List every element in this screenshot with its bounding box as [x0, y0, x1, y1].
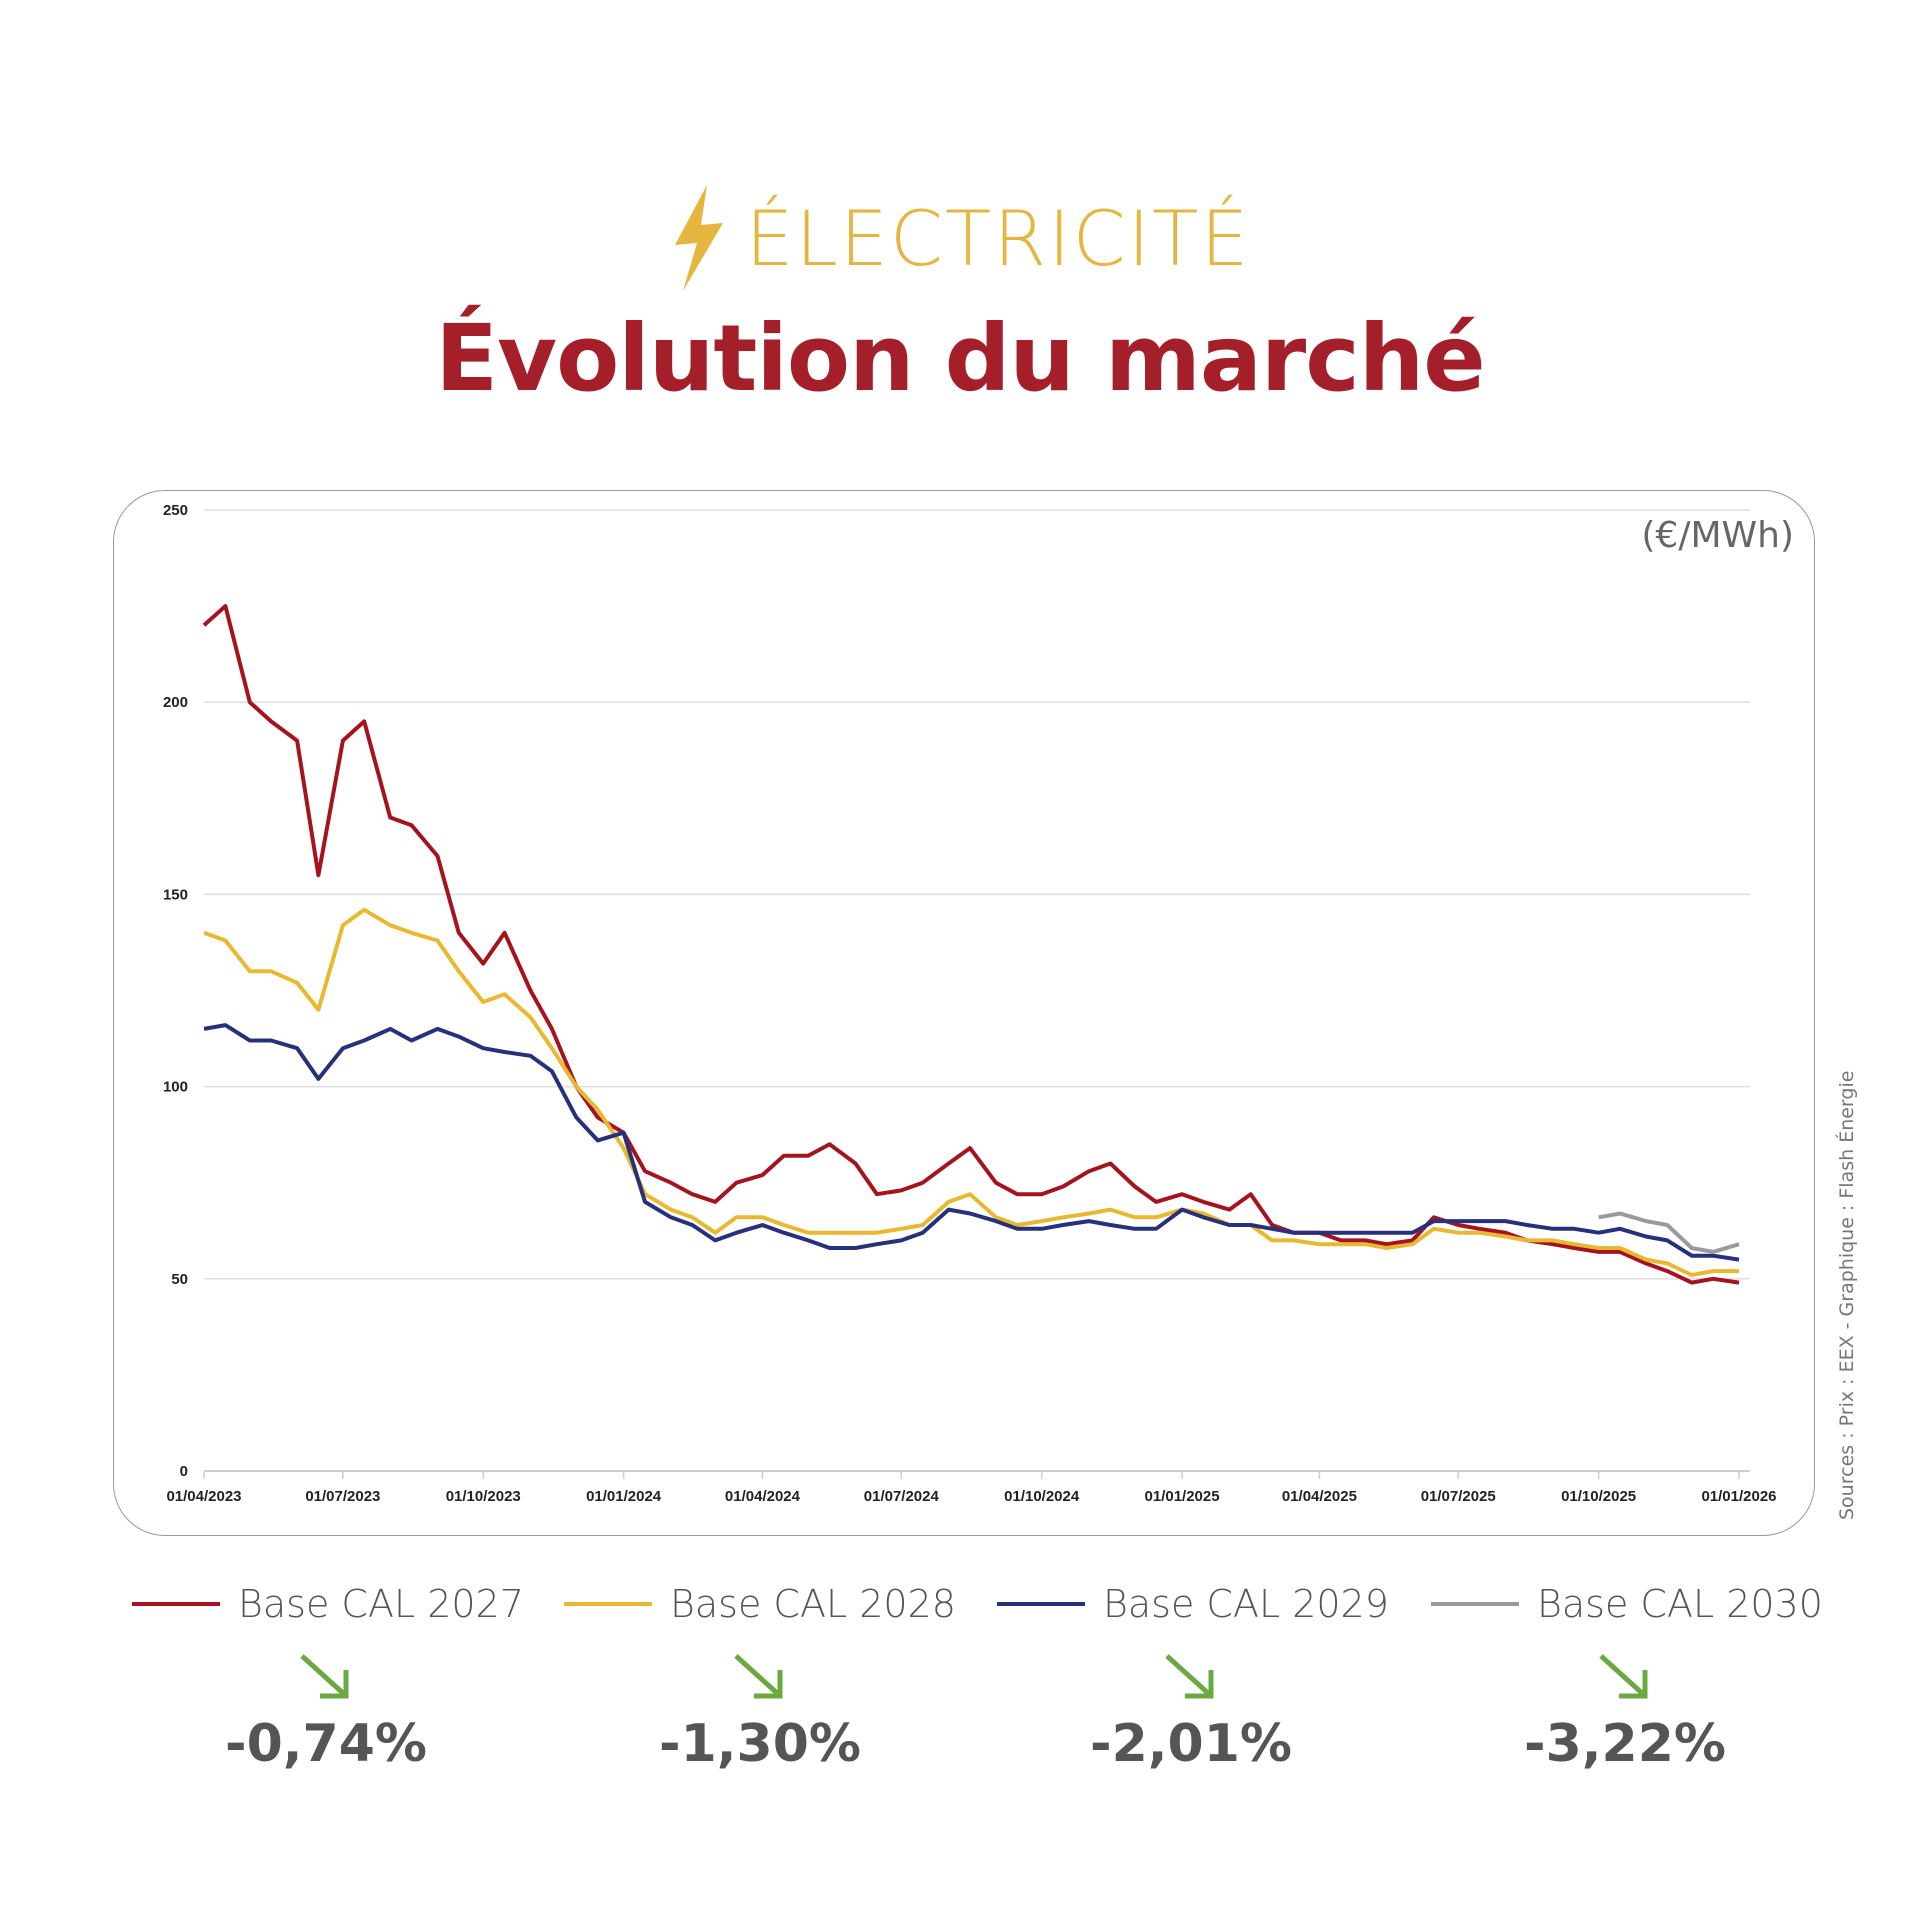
x-tick-label: 01/04/2024 [725, 1488, 801, 1505]
change-value: -1,30% [659, 1714, 861, 1774]
arrow-down-right-icon [1165, 1654, 1214, 1699]
x-tick-label: 01/10/2023 [446, 1488, 521, 1505]
x-tick-label: 01/04/2023 [166, 1488, 241, 1505]
legend-swatch [1431, 1602, 1519, 1606]
section-kicker: ÉLECTRICITÉ [0, 185, 1920, 291]
legend-item-cal-2028: Base CAL 2028 [564, 1582, 956, 1626]
x-tick-label: 01/04/2025 [1282, 1488, 1357, 1505]
x-tick-label: 01/07/2025 [1421, 1488, 1496, 1505]
change-cal-2029: -2,01% [1071, 1652, 1311, 1774]
legend-label: Base CAL 2029 [1103, 1582, 1389, 1626]
x-tick-label: 01/01/2024 [586, 1488, 662, 1505]
y-tick-label: 0 [180, 1463, 188, 1480]
legend-item-cal-2027: Base CAL 2027 [132, 1582, 524, 1626]
y-tick-label: 150 [163, 886, 188, 903]
chart-frame [113, 490, 1815, 1536]
page-title: Évolution du marché [435, 305, 1485, 412]
legend-label: Base CAL 2028 [670, 1582, 956, 1626]
change-value: -2,01% [1090, 1714, 1292, 1774]
arrow-down-right-icon [1599, 1654, 1648, 1699]
legend-swatch [564, 1602, 652, 1606]
x-tick-label: 01/10/2025 [1561, 1488, 1636, 1505]
x-tick-label: 01/07/2023 [305, 1488, 380, 1505]
series-line-base-cal-2029 [203, 1023, 1740, 1262]
y-tick-label: 200 [163, 694, 188, 711]
legend-label: Base CAL 2027 [238, 1582, 524, 1626]
arrow-down-right-icon [300, 1654, 349, 1699]
change-cal-2028: -1,30% [640, 1652, 880, 1774]
change-cal-2027: -0,74% [206, 1652, 446, 1774]
series-line-base-cal-2027 [202, 604, 1740, 1285]
change-value: -3,22% [1524, 1714, 1726, 1774]
series-line-base-cal-2028 [203, 907, 1739, 1277]
legend-item-cal-2030: Base CAL 2030 [1431, 1582, 1823, 1626]
y-tick-label: 50 [171, 1271, 188, 1288]
legend-swatch [997, 1602, 1085, 1606]
x-tick-label: 01/10/2024 [1004, 1488, 1080, 1505]
y-tick-label: 250 [163, 502, 188, 519]
y-tick-label: 100 [163, 1079, 188, 1096]
kicker-text: ÉLECTRICITÉ [745, 193, 1251, 283]
lightning-bolt-icon [675, 185, 724, 291]
arrow-down-right-icon [734, 1654, 783, 1699]
sources-note: Sources : Prix : EEX - Graphique : Flash… [1836, 1070, 1858, 1520]
unit-label: (€/MWh) [1641, 515, 1794, 556]
x-tick-label: 01/07/2024 [864, 1488, 940, 1505]
change-value: -0,74% [225, 1714, 427, 1774]
change-cal-2030: -3,22% [1505, 1652, 1745, 1774]
line-chart: 0 50 100 150 200 250 01/04/2023 01/07/2023 01/10… [163, 502, 1777, 1505]
x-tick-label: 01/01/2026 [1701, 1488, 1776, 1505]
legend-item-cal-2029: Base CAL 2029 [997, 1582, 1389, 1626]
series-line-base-cal-2030 [1598, 1211, 1740, 1254]
x-tick-label: 01/01/2025 [1145, 1488, 1220, 1505]
legend-swatch [132, 1602, 220, 1606]
legend-label: Base CAL 2030 [1537, 1582, 1823, 1626]
